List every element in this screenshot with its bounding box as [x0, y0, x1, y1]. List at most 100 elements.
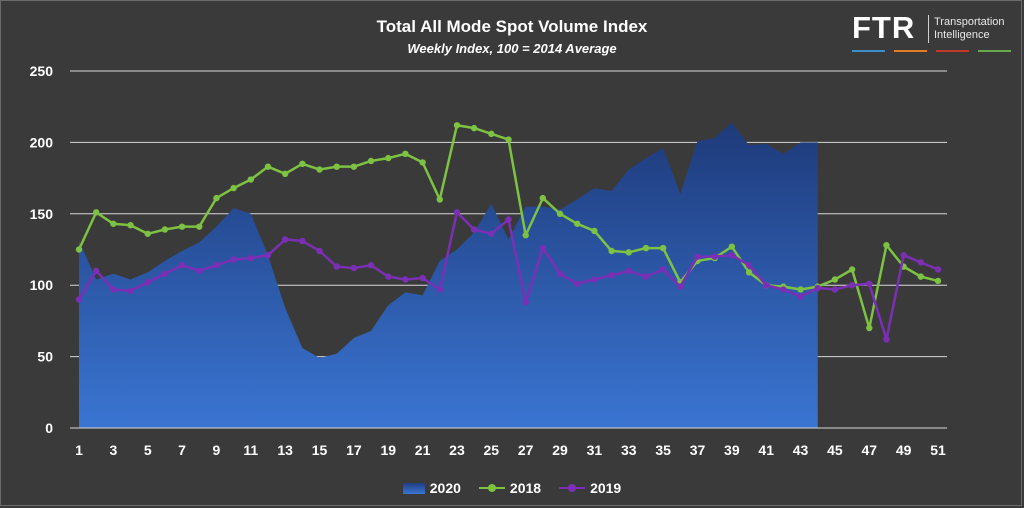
series-2019-point [642, 273, 650, 280]
series-2018-point [453, 122, 461, 129]
series-2019-point [92, 267, 100, 275]
y-tick-label: 200 [30, 134, 54, 150]
x-tick-label: 1 [75, 442, 83, 458]
series-2019-point [299, 237, 306, 245]
x-tick-label: 23 [449, 442, 465, 458]
x-tick-label: 33 [621, 442, 637, 458]
series-2019-point [436, 286, 443, 293]
series-2018-point [419, 159, 426, 166]
series-2019-point [247, 254, 254, 262]
y-tick-label: 250 [30, 63, 54, 79]
series-2018-point [831, 276, 839, 283]
legend-swatch-area [402, 482, 425, 494]
series-2019-point [694, 253, 701, 260]
series-2019-point [780, 286, 787, 293]
series-2019-point [625, 267, 632, 275]
series-area-layer [79, 122, 818, 429]
series-2018-point [539, 194, 547, 202]
y-tick-label: 150 [30, 206, 54, 222]
series-2018-point [917, 273, 925, 280]
series-2019-point [848, 282, 856, 289]
legend-item-2018: 2018 [478, 480, 542, 496]
series-2019-point [797, 293, 804, 300]
series-2018-point [866, 324, 873, 332]
series-2018-point [728, 243, 736, 250]
x-tick-label: 51 [930, 442, 946, 458]
logo-text-line-2: Intelligence [934, 29, 990, 41]
series-2018-point [110, 220, 117, 227]
x-tick-label: 17 [346, 442, 362, 458]
legend-item-2019: 2019 [559, 480, 621, 496]
chart-title: Total All Mode Spot Volume Index [376, 17, 648, 36]
series-2019-point [453, 209, 461, 216]
x-tick-label: 35 [655, 442, 671, 458]
series-2018-point [281, 170, 289, 178]
series-2019-point [470, 226, 478, 233]
logo-bar [978, 50, 1011, 52]
series-2018-point [333, 163, 340, 170]
series-2019-point [75, 296, 83, 303]
series-2019-point [505, 216, 512, 223]
x-tick-label: 49 [896, 442, 912, 458]
series-2018-point [264, 163, 272, 170]
series-2019-point [883, 336, 890, 343]
x-tick-label: 41 [758, 442, 774, 458]
logo-bar [852, 50, 885, 52]
series-2019-point [264, 252, 272, 259]
series-line-layer [75, 122, 942, 343]
series-2019-point [814, 284, 821, 292]
series-2018-point [608, 247, 615, 255]
y-tick-label: 100 [30, 277, 54, 293]
x-tick-label: 39 [724, 442, 740, 458]
legend-label: 2019 [590, 480, 622, 496]
legend-label: 2020 [429, 480, 461, 496]
series-2019-point [745, 262, 753, 269]
y-tick-label: 50 [37, 349, 53, 365]
series-2019-point [488, 230, 495, 237]
series-2019-point [316, 247, 323, 255]
series-2018-point [402, 150, 409, 158]
logo-text-line-1: Transportation [934, 16, 1005, 28]
series-2019-point [110, 286, 117, 293]
series-2019-point [350, 264, 358, 272]
x-tick-label: 9 [213, 442, 221, 458]
series-2018-point [883, 242, 890, 249]
series-2019-point [127, 287, 134, 295]
x-tick-label: 21 [415, 442, 431, 458]
logo-divider [928, 15, 929, 43]
series-2019-point [144, 279, 151, 286]
series-2018-point [161, 226, 169, 233]
series-2019-point [213, 262, 220, 269]
series-2019-point [917, 259, 925, 266]
ftr-logo: FTR Transportation Intelligence [848, 12, 1018, 56]
series-2019-point [659, 266, 667, 273]
x-tick-label: 25 [484, 442, 500, 458]
series-2019-point [161, 270, 169, 277]
series-2019-point [367, 262, 375, 269]
series-2018-point [934, 277, 942, 285]
x-tick-label: 11 [243, 442, 258, 458]
series-2019-point [763, 282, 770, 289]
series-2019-point [591, 276, 598, 283]
series-2018-point [350, 163, 358, 170]
x-tick-label: 15 [312, 442, 328, 458]
series-2018-point [505, 136, 512, 143]
series-2018-point [213, 194, 220, 202]
series-2018-point [144, 230, 151, 237]
x-tick-label: 3 [109, 442, 117, 458]
legend-swatch-line [559, 482, 586, 494]
x-tick-label: 27 [518, 442, 534, 458]
logo-color-bars [852, 50, 1012, 53]
series-2019-point [230, 256, 237, 263]
legend-item-2020: 2020 [402, 480, 461, 496]
series-2019-point [728, 252, 736, 259]
series-2018-point [642, 244, 650, 252]
series-2019-point [866, 280, 873, 287]
series-2018-point [591, 227, 598, 235]
series-2018-point [92, 209, 100, 216]
legend-label: 2018 [509, 480, 542, 496]
series-2018-point [247, 176, 254, 183]
logo-bar [894, 50, 927, 52]
legend-swatch-line [478, 482, 505, 494]
